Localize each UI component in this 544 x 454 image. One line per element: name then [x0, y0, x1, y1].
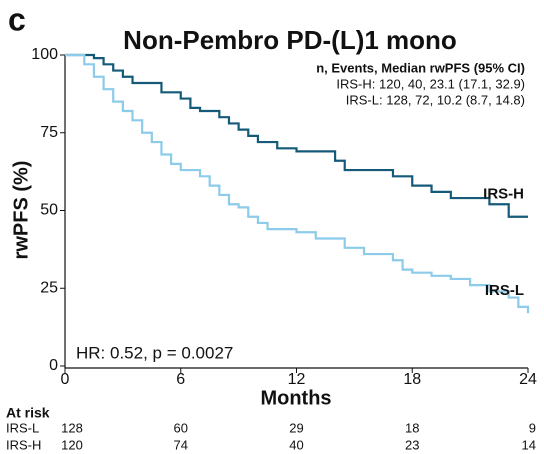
at-risk-count: 40 — [289, 437, 303, 452]
legend-header: n, Events, Median rwPFS (95% CI) — [316, 60, 525, 75]
x-tick-label: 18 — [403, 371, 421, 388]
x-tick-label: 6 — [176, 371, 185, 388]
at-risk-name: IRS-H — [6, 437, 41, 452]
legend-line: IRS-L: 128, 72, 10.2 (8.7, 14.8) — [346, 92, 525, 107]
at-risk-count: 120 — [61, 437, 83, 452]
y-axis-title: rwPFS (%) — [10, 161, 32, 260]
y-tick-label: 100 — [31, 46, 58, 63]
series-label: IRS-L — [485, 282, 524, 299]
x-tick-label: 12 — [288, 371, 306, 388]
x-axis-title: Months — [260, 387, 331, 409]
at-risk-count: 9 — [529, 420, 536, 435]
at-risk-count: 128 — [61, 420, 83, 435]
panel-label: c — [8, 1, 26, 37]
at-risk-title: At risk — [6, 405, 50, 421]
annotation: HR: 0.52, p = 0.0027 — [76, 343, 233, 362]
at-risk-count: 60 — [174, 420, 188, 435]
at-risk-count: 29 — [289, 420, 303, 435]
survival-curve — [65, 53, 530, 314]
at-risk-count: 18 — [405, 420, 419, 435]
at-risk-count: 74 — [174, 437, 188, 452]
x-tick-label: 24 — [519, 371, 537, 388]
survival-curve — [65, 53, 528, 218]
y-tick-label: 75 — [40, 124, 58, 141]
chart-title: Non-Pembro PD-(L)1 mono — [123, 25, 457, 55]
at-risk-count: 23 — [405, 437, 419, 452]
x-tick-label: 0 — [61, 371, 70, 388]
at-risk-count: 14 — [522, 437, 536, 452]
y-tick-label: 50 — [40, 202, 58, 219]
series-label: IRS-H — [483, 186, 524, 203]
legend-line: IRS-H: 120, 40, 23.1 (17.1, 32.9) — [336, 76, 525, 91]
at-risk-name: IRS-L — [6, 420, 39, 435]
y-tick-label: 25 — [40, 279, 58, 296]
y-tick-label: 0 — [49, 357, 58, 374]
